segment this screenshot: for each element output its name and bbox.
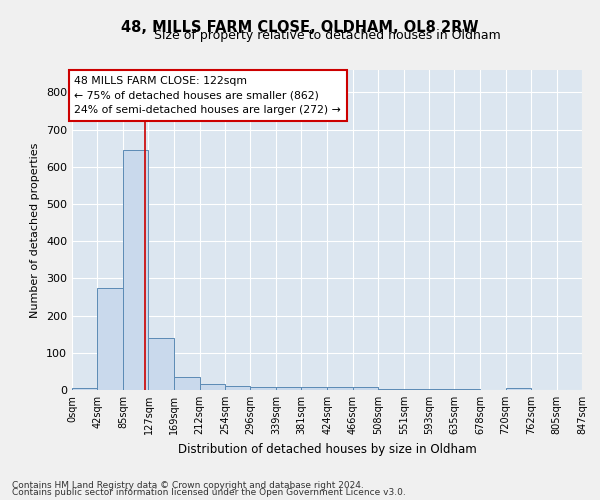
Bar (200, 384, 225, 390)
Text: Contains public sector information licensed under the Open Government Licence v3: Contains public sector information licen… (12, 488, 406, 497)
Bar (276, 387, 301, 390)
Bar (174, 377, 200, 390)
Bar (225, 386, 250, 390)
Bar (353, 388, 378, 390)
Text: Contains HM Land Registry data © Crown copyright and database right 2024.: Contains HM Land Registry data © Crown c… (12, 480, 364, 490)
Title: Size of property relative to detached houses in Oldham: Size of property relative to detached ho… (154, 30, 500, 43)
Bar (250, 386, 276, 390)
Text: 48, MILLS FARM CLOSE, OLDHAM, OL8 2RW: 48, MILLS FARM CLOSE, OLDHAM, OL8 2RW (121, 20, 479, 35)
X-axis label: Distribution of detached houses by size in Oldham: Distribution of detached houses by size … (178, 442, 476, 456)
Bar (301, 388, 328, 390)
Bar (97, 288, 123, 390)
Bar (506, 388, 531, 390)
Bar (148, 338, 174, 390)
Bar (328, 387, 353, 390)
Bar (72, 388, 97, 390)
Bar (378, 389, 404, 390)
Y-axis label: Number of detached properties: Number of detached properties (31, 142, 40, 318)
Bar (123, 150, 148, 390)
Text: 48 MILLS FARM CLOSE: 122sqm
← 75% of detached houses are smaller (862)
24% of se: 48 MILLS FARM CLOSE: 122sqm ← 75% of det… (74, 76, 341, 115)
